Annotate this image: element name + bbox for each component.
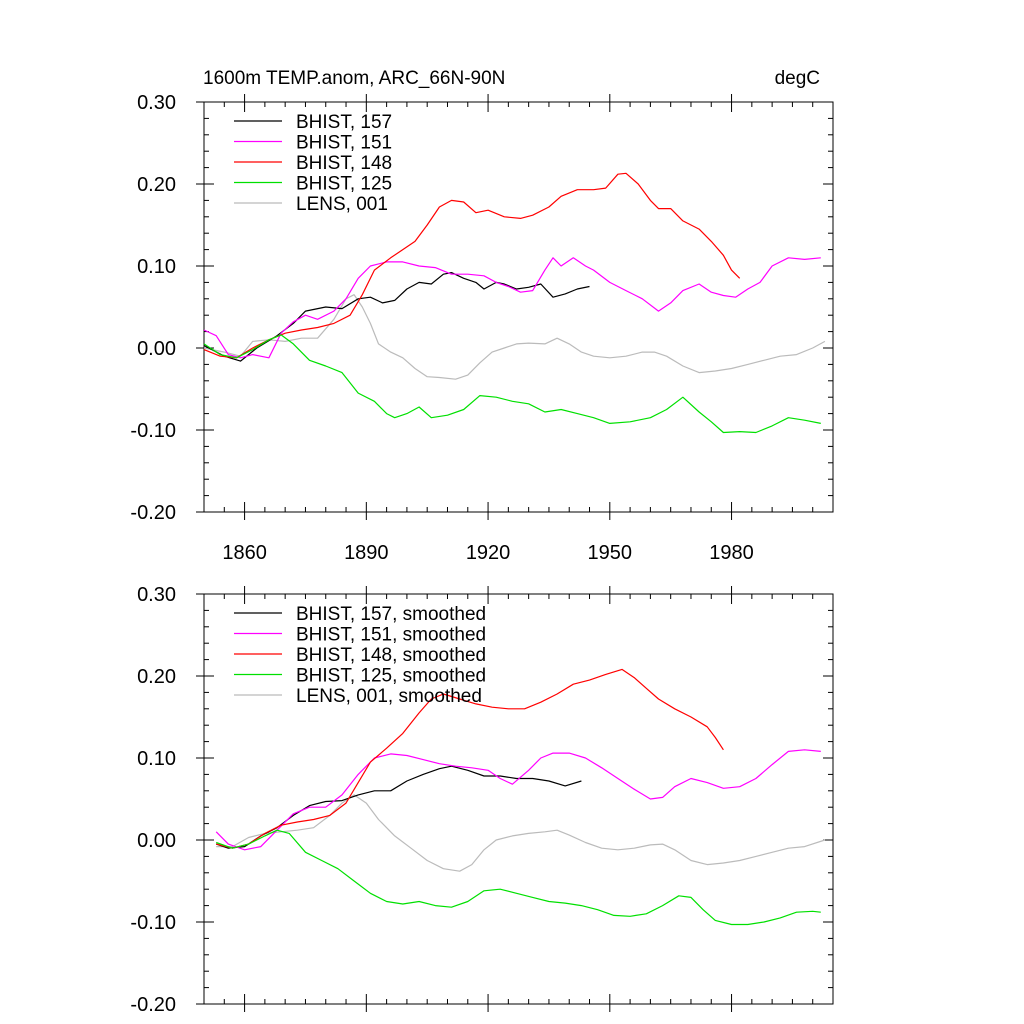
y-tick-label: 0.10 — [137, 256, 176, 278]
legend-label: BHIST, 157, smoothed — [296, 604, 486, 625]
series-line — [203, 334, 821, 434]
legend-label: BHIST, 125, smoothed — [296, 666, 486, 687]
x-tick-label: 1860 — [222, 542, 267, 564]
legend-label: BHIST, 125 — [296, 174, 392, 195]
y-tick-label: 0.10 — [137, 748, 176, 770]
y-tick-label: 0.00 — [137, 830, 176, 852]
legend-label: BHIST, 151, smoothed — [296, 625, 486, 646]
top-panel: -0.20 -0.10 0.00 0.10 0.20 0.30 1860 1890 1920 19… — [130, 92, 834, 564]
x-tick-label: 1980 — [709, 542, 754, 564]
legend-label: BHIST, 148, smoothed — [296, 645, 486, 666]
y-tick-label: -0.20 — [130, 994, 176, 1016]
legend-label: LENS, 001, smoothed — [296, 686, 482, 707]
series-line — [203, 294, 826, 380]
y-tick-label: 0.30 — [137, 584, 176, 606]
y-tick-label: 0.20 — [137, 174, 176, 196]
series-line — [216, 668, 724, 849]
plot-frame — [203, 593, 834, 1005]
legend-label: LENS, 001 — [296, 194, 388, 215]
legend-label: BHIST, 157 — [296, 112, 392, 133]
y-tick-label: 0.00 — [137, 338, 176, 360]
legend-label: BHIST, 151 — [296, 133, 392, 154]
units-label: degC — [775, 68, 820, 89]
y-tick-label: 0.30 — [137, 92, 176, 114]
plot-frame — [203, 101, 834, 513]
y-tick-label: 0.20 — [137, 666, 176, 688]
x-tick-label: 1890 — [344, 542, 389, 564]
chart-title: 1600m TEMP.anom, ARC_66N-90N — [203, 68, 505, 89]
legend-label: BHIST, 148 — [296, 153, 392, 174]
series-line — [203, 257, 821, 359]
bottom-panel: -0.20 -0.10 0.00 0.10 0.20 0.30 BHIST, 157, sm… — [130, 584, 834, 1016]
y-tick-label: -0.10 — [130, 912, 176, 934]
x-tick-label: 1920 — [466, 542, 511, 564]
series-line — [203, 172, 741, 359]
series-line — [216, 794, 826, 872]
y-tick-label: -0.10 — [130, 420, 176, 442]
x-tick-label: 1950 — [588, 542, 633, 564]
y-tick-label: -0.20 — [130, 502, 176, 524]
series-line — [215, 749, 821, 851]
series-line — [216, 829, 821, 926]
series-line — [203, 272, 590, 362]
